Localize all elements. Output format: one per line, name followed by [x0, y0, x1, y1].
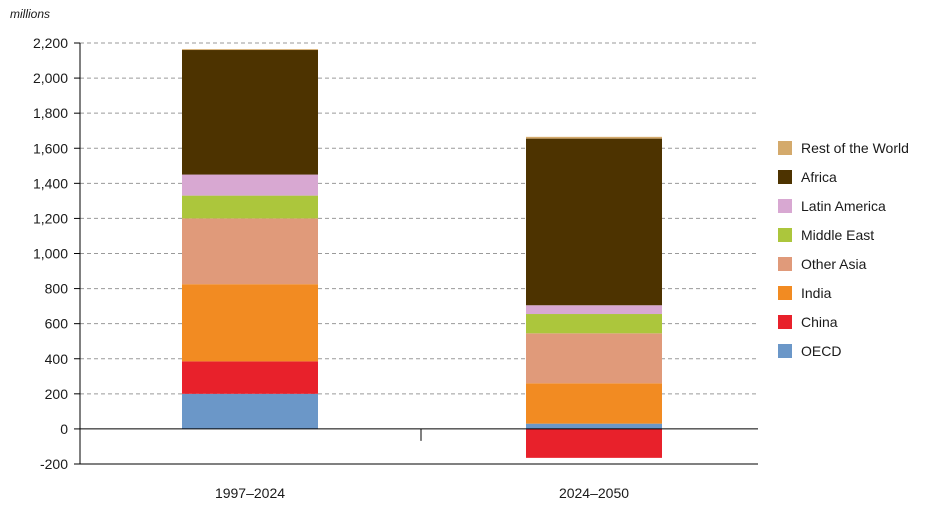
bar-segment	[526, 314, 662, 334]
bar-segment	[526, 428, 662, 458]
y-tick-label: 2,200	[33, 35, 68, 51]
bar-segment	[182, 174, 318, 196]
bar-segment	[526, 423, 662, 429]
y-tick-label: 1,800	[33, 105, 68, 121]
x-category-label: 1997–2024	[215, 485, 285, 501]
y-tick-label: 1,000	[33, 246, 68, 262]
legend-label: India	[801, 285, 832, 301]
legend-swatch	[778, 315, 792, 329]
bar-segment	[526, 305, 662, 315]
legend-swatch	[778, 228, 792, 242]
legend-label: Rest of the World	[801, 140, 909, 156]
bar-segment	[526, 383, 662, 424]
legend-label: China	[801, 314, 838, 330]
bar-segment	[182, 284, 318, 362]
legend-swatch	[778, 344, 792, 358]
legend-label: Africa	[801, 169, 837, 185]
bar-segment	[526, 333, 662, 384]
legend-swatch	[778, 141, 792, 155]
unit-label: millions	[10, 7, 50, 21]
y-tick-label: 800	[45, 281, 69, 297]
x-category-label: 2024–2050	[559, 485, 629, 501]
y-tick-label: 2,000	[33, 70, 68, 86]
y-tick-label: 0	[60, 421, 68, 437]
y-tick-label: -200	[40, 456, 68, 472]
bar-segment	[182, 49, 318, 51]
legend-label: Middle East	[801, 227, 874, 243]
bar-segment	[182, 361, 318, 394]
bar-segment	[526, 136, 662, 139]
y-tick-label: 600	[45, 316, 69, 332]
legend-swatch	[778, 199, 792, 213]
legend-label: OECD	[801, 343, 841, 359]
legend-swatch	[778, 257, 792, 271]
y-tick-label: 1,200	[33, 210, 68, 226]
bars	[182, 49, 662, 458]
y-tick-label: 200	[45, 386, 69, 402]
bar-segment	[182, 218, 318, 285]
y-tick-label: 1,600	[33, 140, 68, 156]
x-axis-labels: 1997–2024 2024–2050	[215, 485, 629, 501]
bar-segment	[182, 393, 318, 429]
bar-segment	[182, 195, 318, 219]
legend-swatch	[778, 286, 792, 300]
y-tick-label: 400	[45, 351, 69, 367]
bar-segment	[182, 50, 318, 175]
y-tick-label: 1,400	[33, 175, 68, 191]
legend-label: Latin America	[801, 198, 886, 214]
bar-segment	[526, 138, 662, 306]
axes	[79, 43, 758, 465]
y-axis-ticks: 2,200 2,000 1,800 1,600 1,400 1,200 1,000 800 60…	[33, 35, 80, 472]
legend: Rest of the World Africa Latin America Midd…	[778, 140, 909, 359]
legend-label: Other Asia	[801, 256, 867, 272]
legend-swatch	[778, 170, 792, 184]
